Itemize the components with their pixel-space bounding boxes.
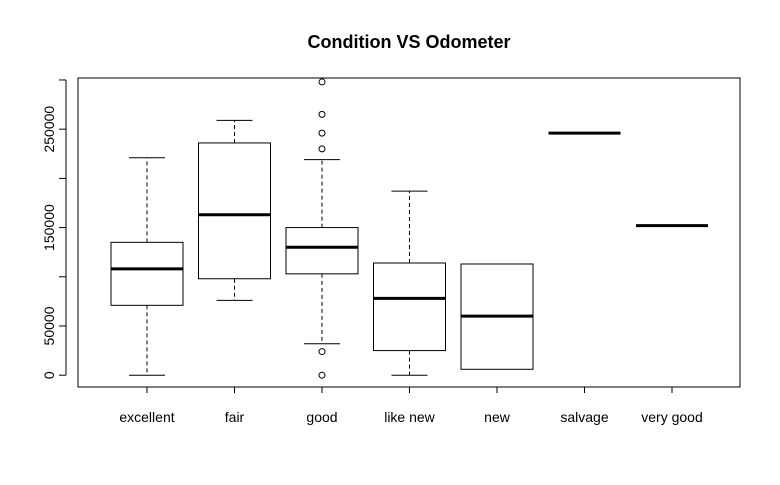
boxes-group [110,78,708,379]
y-axis-ticks: 0 50000 150000 250000 [41,79,66,379]
x-tick-label: like new [384,409,435,425]
x-tick-label: good [306,409,337,425]
box-good [285,78,359,379]
y-tick-label: 0 [41,371,57,379]
box-like-new [373,190,446,376]
x-axis-labels: excellent fair good like new new salvage very … [119,387,703,425]
outlier-point [318,145,326,153]
y-tick-label: 250000 [41,106,57,153]
x-tick-label: very good [641,409,702,425]
iqr-box [110,241,184,306]
x-tick-label: excellent [119,409,174,425]
outlier-point [318,78,326,86]
box-new [460,263,534,370]
iqr-box [285,227,359,275]
outlier-point [318,348,326,356]
x-tick-label: fair [225,409,245,425]
x-tick-label: new [484,409,511,425]
outlier-point [318,129,326,137]
box-fair [198,119,271,301]
iqr-box [373,262,446,352]
y-tick-label: 150000 [41,204,57,251]
x-tick-label: salvage [560,409,608,425]
iqr-box [198,142,271,280]
chart-title: Condition VS Odometer [307,32,510,52]
outlier-point [318,371,326,379]
outlier-point [318,110,326,118]
box-excellent [110,157,184,376]
y-tick-label: 50000 [41,306,57,345]
